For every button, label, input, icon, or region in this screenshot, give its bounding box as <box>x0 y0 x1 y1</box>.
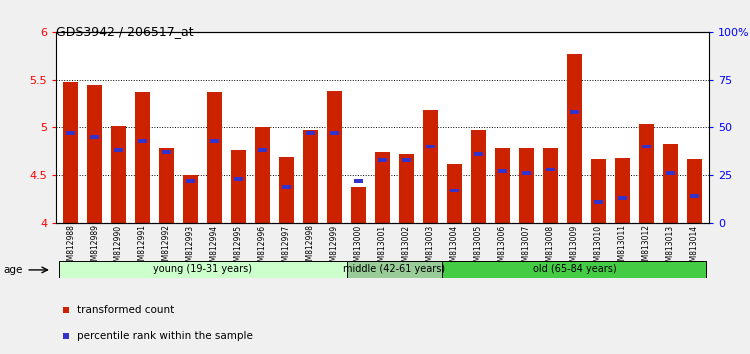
Bar <box>639 124 653 223</box>
Bar <box>690 194 699 198</box>
Bar <box>90 135 99 139</box>
Bar <box>327 91 342 223</box>
Text: young (19-31 years): young (19-31 years) <box>153 264 252 274</box>
Bar <box>399 154 414 223</box>
Text: GDS3942 / 206517_at: GDS3942 / 206517_at <box>56 25 194 38</box>
Bar <box>279 157 294 223</box>
Bar <box>136 92 150 223</box>
Bar <box>346 261 442 278</box>
Bar <box>58 261 346 278</box>
Bar <box>442 261 706 278</box>
Bar <box>591 159 605 223</box>
Bar <box>687 159 701 223</box>
Bar <box>64 81 78 223</box>
Bar <box>426 145 435 148</box>
Bar <box>351 187 366 223</box>
Bar <box>303 130 318 223</box>
Bar <box>255 127 270 223</box>
Bar <box>210 139 219 143</box>
Text: middle (42-61 years): middle (42-61 years) <box>344 264 446 274</box>
Text: age: age <box>4 265 23 275</box>
Bar <box>186 179 195 183</box>
Bar <box>114 148 123 152</box>
Bar <box>519 148 534 223</box>
Bar <box>594 200 603 204</box>
Bar <box>138 139 147 143</box>
Bar <box>402 158 411 162</box>
Bar <box>498 170 507 173</box>
Bar <box>375 152 390 223</box>
Bar <box>354 179 363 183</box>
Text: old (65-84 years): old (65-84 years) <box>532 264 616 274</box>
Bar <box>447 164 462 223</box>
Bar <box>306 131 315 135</box>
Bar <box>66 131 75 135</box>
Bar <box>471 130 486 223</box>
Text: transformed count: transformed count <box>77 305 175 315</box>
Bar <box>112 126 126 223</box>
Bar <box>231 150 246 223</box>
Bar <box>570 110 579 114</box>
Bar <box>162 150 171 154</box>
Bar <box>160 148 174 223</box>
Bar <box>184 175 198 223</box>
Bar <box>423 110 438 223</box>
Bar <box>282 185 291 189</box>
Bar <box>663 144 677 223</box>
Bar <box>666 171 675 175</box>
Bar <box>258 148 267 152</box>
Bar <box>88 85 102 223</box>
Bar <box>495 148 510 223</box>
Bar <box>330 131 339 135</box>
Bar <box>450 189 459 193</box>
Bar <box>615 158 629 223</box>
Text: percentile rank within the sample: percentile rank within the sample <box>77 331 253 341</box>
Bar <box>642 145 651 148</box>
Bar <box>546 167 555 171</box>
Bar <box>567 54 581 223</box>
Bar <box>618 196 627 200</box>
Bar <box>543 148 557 223</box>
Bar <box>234 177 243 181</box>
Bar <box>208 92 222 223</box>
Bar <box>378 158 387 162</box>
Bar <box>522 171 531 175</box>
Bar <box>474 152 483 156</box>
